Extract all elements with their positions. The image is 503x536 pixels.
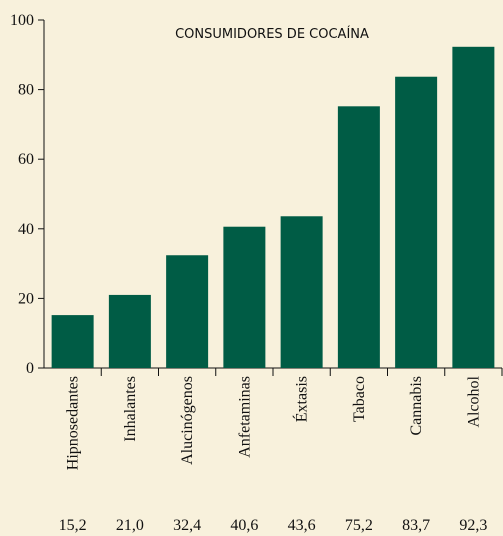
value-label: 92,3	[459, 517, 487, 534]
x-tick-label: Cannabis	[408, 376, 425, 436]
bar	[452, 46, 495, 369]
bar	[108, 294, 151, 368]
bar	[337, 106, 380, 368]
y-tick-label: 40	[18, 221, 34, 238]
x-tick-label: Alcohol	[465, 375, 482, 427]
x-tick-label: Anfetaminas	[236, 376, 253, 458]
value-label: 21,0	[116, 517, 144, 534]
x-tick-label: Alucinógenos	[179, 376, 196, 465]
bar	[223, 226, 266, 368]
bar	[166, 255, 209, 368]
chart-title: CONSUMIDORES DE COCAÍNA	[175, 26, 369, 42]
x-tick-label: Éxtasis	[292, 376, 311, 422]
bar	[395, 76, 438, 368]
y-tick-label: 60	[18, 151, 34, 168]
value-label: 75,2	[345, 517, 373, 534]
x-tick-label: Inhalantes	[122, 376, 139, 442]
y-tick-label: 80	[18, 82, 34, 99]
bar	[280, 216, 323, 368]
value-label: 40,6	[230, 517, 258, 534]
y-tick-label: 0	[26, 360, 34, 377]
y-tick-label: 100	[10, 12, 34, 29]
bar	[51, 315, 94, 368]
value-label: 43,6	[288, 517, 316, 534]
value-label: 32,4	[173, 517, 201, 534]
value-label: 15,2	[59, 517, 87, 534]
x-tick-label: Tabaco	[351, 376, 368, 422]
value-label: 83,7	[402, 517, 430, 534]
y-tick-label: 20	[18, 290, 34, 307]
x-tick-label: Hipnosedantes	[65, 376, 82, 470]
